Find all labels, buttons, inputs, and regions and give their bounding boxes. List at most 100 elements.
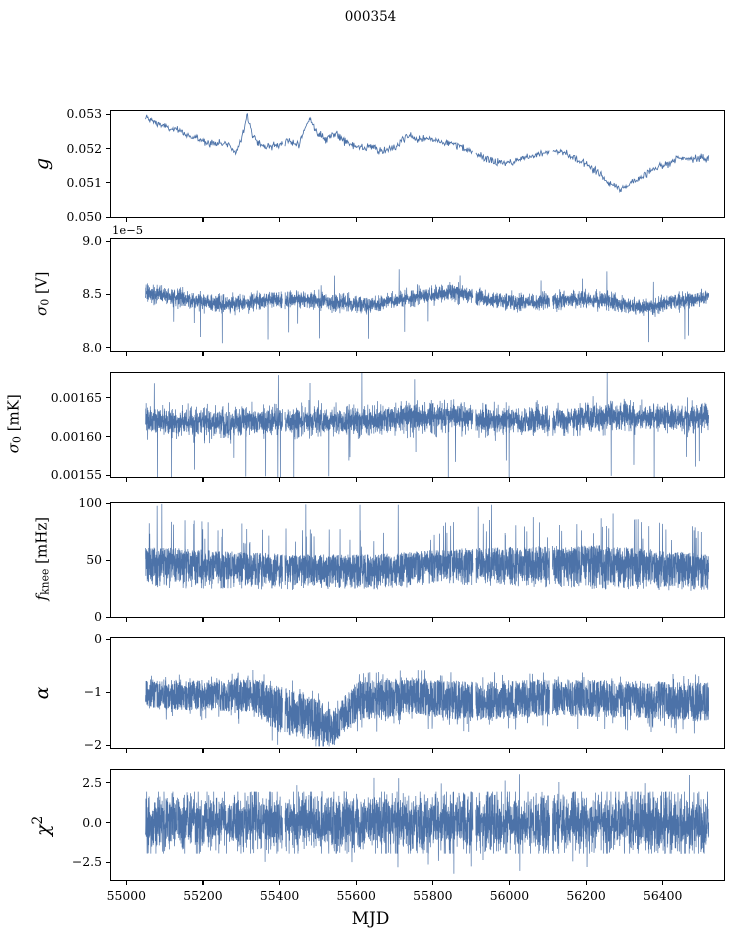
panel-chi-squared [110,769,725,881]
xtick-mark [279,218,281,222]
ylabel-fknee: fknee [mHz] [32,516,52,601]
xtick-label: 55000 [106,888,147,903]
xtick-mark [355,749,357,753]
ytick-mark [106,474,110,477]
ytick-mark [106,293,110,296]
xtick-mark [279,749,281,753]
ytick-mark [106,347,110,349]
xtick-mark [279,881,281,885]
offset-text-sigma0-volts: 1e−5 [112,223,144,237]
xtick-label: 56200 [566,888,606,903]
ytick-label: 0.052 [66,140,102,156]
ytick-label: −2.5 [71,854,102,870]
ytick-mark [106,240,110,242]
xtick-mark [585,618,587,622]
xtick-mark [508,218,511,222]
ytick-label: −1 [83,684,102,700]
xtick-mark [662,478,664,482]
xtick-mark [202,749,204,753]
ylabel-chi-squared: χ2 [30,815,54,837]
ytick-mark [106,638,110,640]
xtick-mark [662,218,664,222]
ytick-label: 50 [86,552,102,567]
xtick-mark [662,749,664,753]
ytick-label: 0.0 [82,814,102,830]
ytick-label: −2 [83,737,102,753]
xtick-mark [355,881,357,885]
xtick-label: 55600 [336,888,376,903]
ytick-label: 8.5 [82,286,102,302]
xtick-mark [432,352,434,356]
ytick-mark [106,502,110,504]
ytick-label: 0.00165 [50,389,102,405]
xtick-mark [125,881,127,885]
ytick-mark [106,822,110,824]
ytick-mark [106,436,110,438]
ytick-label: 0.00155 [50,467,102,483]
ylabel-gain: g [31,157,53,171]
xtick-mark [585,478,587,482]
xtick-mark [432,881,434,885]
xtick-mark [125,352,127,356]
xtick-label: 55800 [413,888,453,903]
ylabel-alpha: α [31,686,53,700]
ytick-mark [106,691,110,693]
panel-fknee [110,502,725,618]
ytick-label: 0.050 [66,209,102,224]
xtick-mark [508,749,511,753]
xtick-mark [279,618,281,622]
ylabel-sigma0-volts: σ0 [V] [32,271,52,316]
ytick-mark [106,559,110,561]
ytick-mark [106,861,110,864]
xtick-mark [355,478,357,482]
xtick-label: 56400 [642,888,683,903]
xtick-mark [662,618,664,622]
xtick-mark [585,218,587,222]
xtick-mark [355,218,357,222]
xtick-mark [202,478,204,482]
xtick-label: 55200 [183,888,223,903]
ytick-mark [106,744,110,746]
ytick-mark [106,782,110,784]
xtick-label: 55400 [259,888,300,903]
ytick-label: 0 [94,631,102,647]
ytick-label: 100 [78,495,102,510]
xaxis-label: MJD [351,909,390,929]
xtick-mark [432,478,434,482]
ytick-label: 8.0 [82,339,102,355]
xtick-mark [585,881,587,885]
panel-sigma0-mk [110,372,725,478]
xtick-mark [125,749,127,753]
xtick-mark [508,478,511,482]
xtick-mark [355,352,357,356]
panel-gain [110,110,725,218]
xtick-mark [202,881,204,885]
xtick-mark [508,618,511,622]
xtick-mark [125,478,127,482]
ytick-label: 2.5 [82,774,102,790]
ylabel-sigma0-mk: σ0 [mK] [4,394,24,454]
xtick-mark [662,352,664,356]
xtick-mark [202,352,204,356]
xtick-mark [279,478,281,482]
ytick-mark [106,182,110,184]
panel-sigma0-volts [110,238,725,352]
xtick-mark [125,218,127,222]
ytick-label: 0 [94,609,102,624]
ytick-label: 0.053 [66,106,102,122]
xtick-label: 56000 [489,888,530,903]
ytick-mark [106,397,110,399]
xtick-mark [202,618,204,622]
ytick-mark [106,148,110,150]
figure-title: 000354 [344,9,397,25]
xtick-mark [432,749,434,753]
ytick-label: 0.00160 [50,428,102,444]
xtick-mark [662,881,664,885]
xtick-mark [585,749,587,753]
ytick-label: 9.0 [82,233,102,249]
xtick-mark [125,618,127,622]
xtick-mark [279,352,281,356]
ytick-mark [106,216,110,218]
xtick-mark [355,618,357,622]
